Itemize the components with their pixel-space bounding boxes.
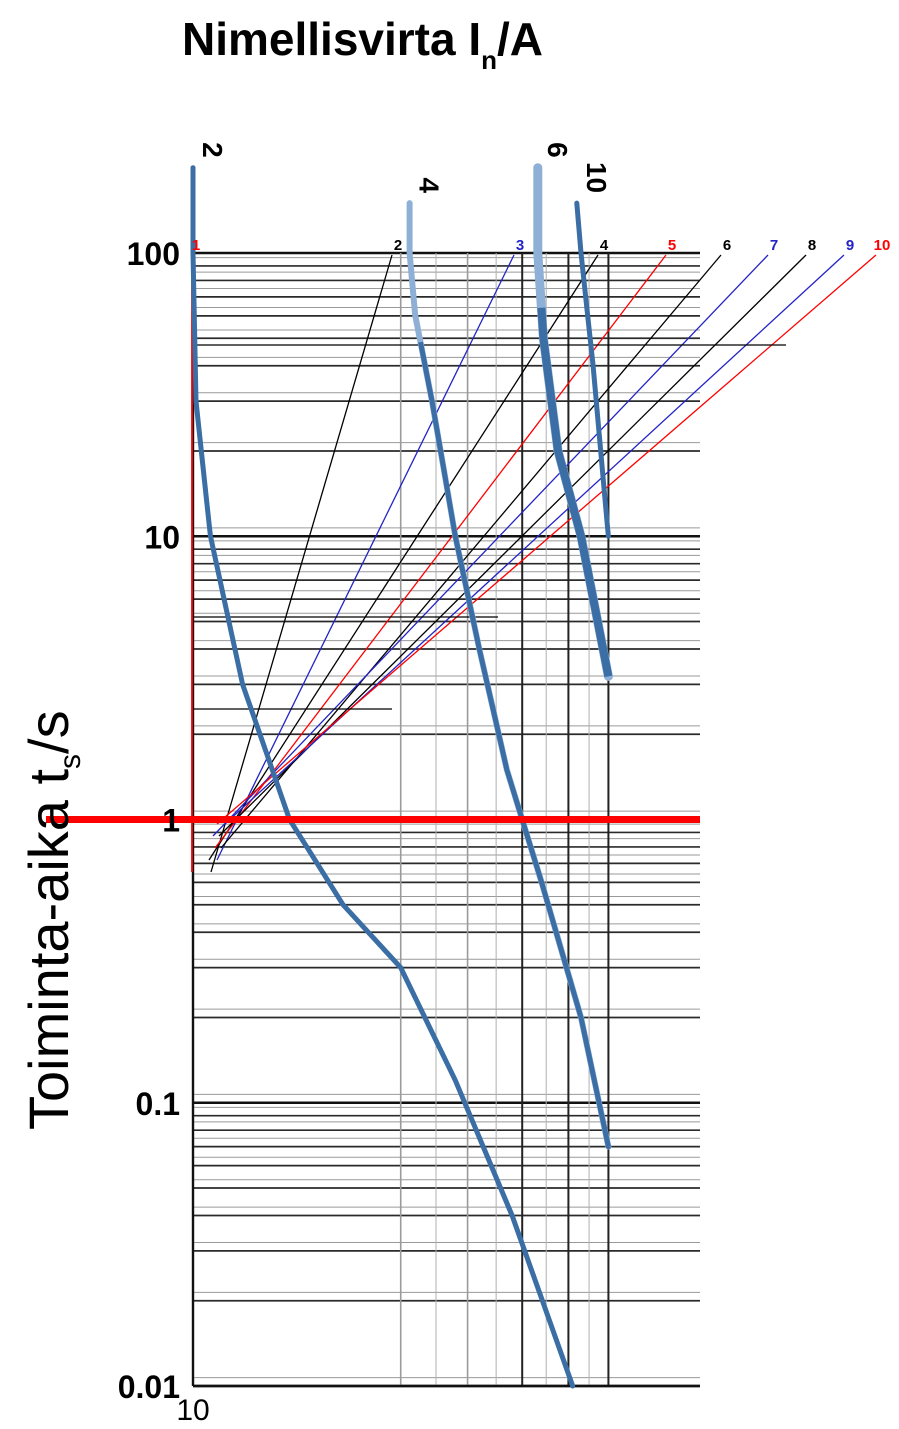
scale-line-label: 7 [770, 237, 778, 254]
scale-line [224, 254, 845, 825]
ylabel-main: Toiminta-aika t [17, 769, 80, 1130]
scale-line [216, 254, 877, 825]
scale-line-label: 1 [192, 237, 200, 254]
fuse-curve [190, 165, 576, 1389]
y-axis-label: Toiminta-aika ts/s [17, 710, 87, 1130]
scale-line-label: 2 [394, 237, 402, 254]
scale-lines [191, 253, 877, 873]
fuse-curve-body [574, 202, 611, 539]
curve-label: 6 [542, 142, 573, 158]
title-subscript: n [481, 45, 497, 75]
scale-line-label: 9 [846, 237, 854, 254]
scale-line-label: 8 [808, 237, 816, 254]
y-tick-label: 10 [144, 519, 180, 555]
y-tick-labels: 100 10 1 0.1 0.01 [118, 236, 180, 1405]
x-tick-label: 10 [176, 1394, 209, 1427]
scale-line [208, 254, 599, 861]
curve-label: 4 [414, 178, 445, 194]
curve-label: 10 [581, 162, 612, 193]
title-main: Nimellisvirta I [182, 13, 481, 65]
title-suffix: /A [497, 13, 543, 65]
ylabel-suffix: /s [17, 710, 80, 754]
scale-line-label: 5 [668, 237, 676, 254]
x-tick-labels: 10 [176, 1394, 209, 1427]
fuse-curve-body [191, 167, 575, 1387]
scale-line [214, 254, 667, 849]
chart-title: Nimellisvirta In/A [182, 13, 543, 75]
y-tick-label: 0.01 [118, 1369, 180, 1405]
scale-line-label: 3 [516, 237, 524, 254]
scale-line [212, 254, 769, 837]
y-tick-label: 1 [162, 803, 180, 839]
curve-label: 2 [197, 142, 228, 158]
y-tick-label: 0.1 [136, 1086, 180, 1122]
fuse-curve-body [533, 167, 613, 681]
y-tick-label: 100 [127, 236, 180, 272]
scale-line-label: 6 [723, 237, 731, 254]
ylabel-subscript: s [54, 754, 87, 769]
scale-line-labels: 1 2 3 4 5 6 7 8 9 10 [192, 237, 891, 254]
scale-line [210, 254, 393, 873]
scale-line-label: 4 [600, 237, 609, 254]
curve-labels: 2 4 6 10 [197, 142, 612, 193]
fuse-curve-body [407, 203, 611, 1150]
scale-line-label: 10 [874, 237, 891, 254]
